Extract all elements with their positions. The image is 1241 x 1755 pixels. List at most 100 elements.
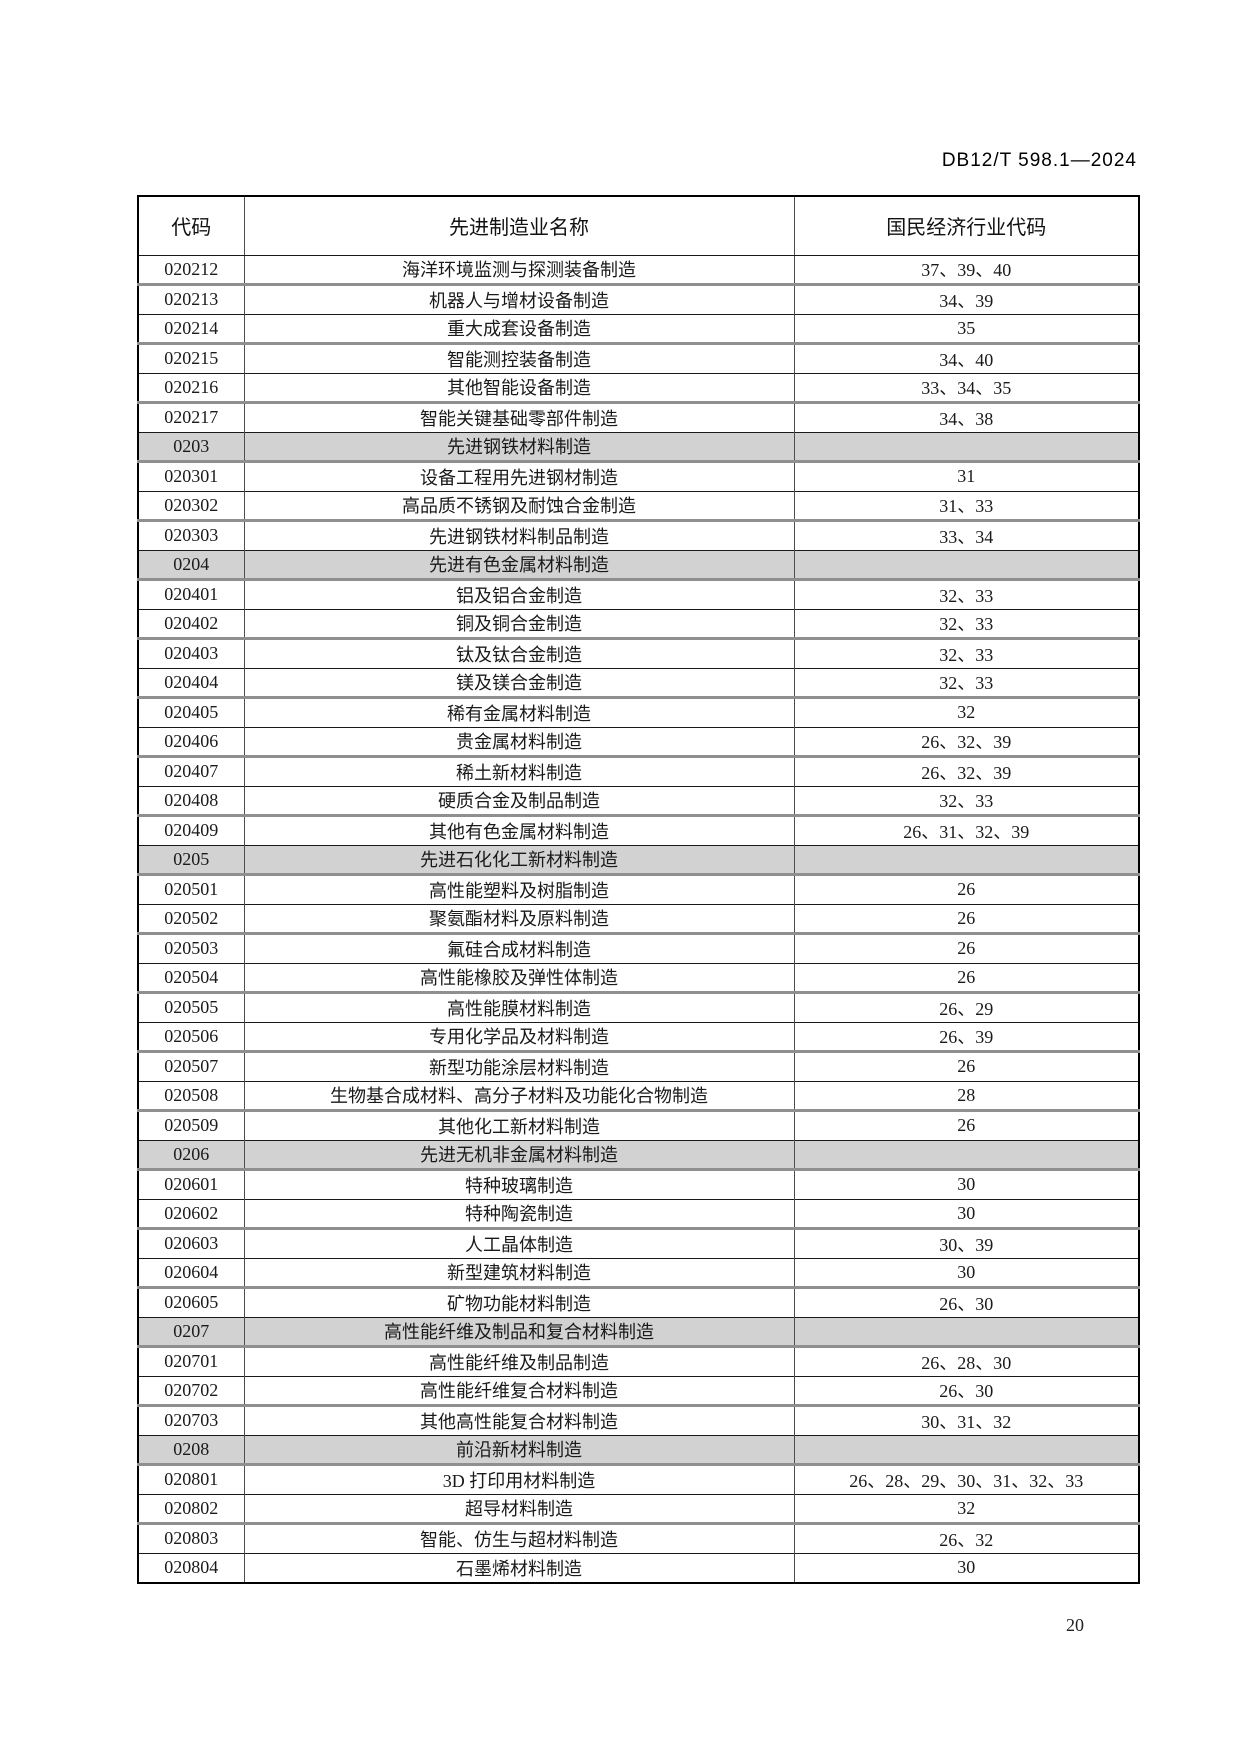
table-row: 020303 先进钢铁材料制品制造 33、34 [138,520,1139,550]
table-row: 020404 镁及镁合金制造 32、33 [138,668,1139,698]
cell-industry-codes [793,432,1139,462]
table-row: 020401 铝及铝合金制造 32、33 [138,579,1139,609]
table-row: 020508 生物基合成材料、高分子材料及功能化合物制造 28 [138,1081,1139,1111]
table-row: 020803 智能、仿生与超材料制造 26、32 [138,1523,1139,1553]
cell-name: 高性能膜材料制造 [243,992,794,1022]
cell-code: 020506 [164,1025,219,1046]
cell-code: 020408 [164,789,219,810]
table-row: 020506 专用化学品及材料制造 26、39 [138,1022,1139,1052]
cell-name: 石墨烯材料制造 [243,1553,794,1583]
cell-code: 020406 [164,730,219,751]
page-number: 20 [1066,1615,1084,1635]
cell-code: 020507 [164,1056,219,1077]
table-row: 020804 石墨烯材料制造 30 [138,1553,1139,1583]
cell-name: 稀土新材料制造 [243,756,794,786]
cell-code: 0208 [138,1435,244,1465]
cell-industry-codes: 30 [793,1199,1139,1229]
cell-industry-codes: 26、32、39 [793,756,1139,786]
cell-name: 高性能纤维及制品制造 [243,1346,794,1376]
col-header-industry-codes: 国民经济行业代码 [793,196,1139,256]
cell-industry-codes: 26、32、39 [793,727,1139,757]
cell-industry-codes: 35 [793,314,1139,344]
table-row: 020602 特种陶瓷制造 30 [138,1199,1139,1229]
cell-industry-codes [793,550,1139,580]
cell-code: 020509 [164,1115,219,1136]
cell-industry-codes: 26、30 [793,1287,1139,1317]
table-row: 020601 特种玻璃制造 30 [138,1169,1139,1199]
cell-name: 智能关键基础零部件制造 [243,402,794,432]
cell-industry-codes: 30 [793,1169,1139,1199]
table-row: 020407 稀土新材料制造 26、32、39 [138,756,1139,786]
table-row: 020405 稀有金属材料制造 32 [138,697,1139,727]
cell-name: 先进无机非金属材料制造 [243,1140,794,1170]
cell-name: 聚氨酯材料及原料制造 [243,904,794,934]
cell-industry-codes: 31 [793,461,1139,491]
cell-name: 超导材料制造 [243,1494,794,1524]
table-row: 020801 3D 打印用材料制造 26、28、29、30、31、32、33 [138,1464,1139,1494]
cell-industry-codes: 26、28、30 [793,1346,1139,1376]
cell-name: 镁及镁合金制造 [243,668,794,698]
cell-code: 020407 [164,761,219,782]
table-row: 020603 人工晶体制造 30、39 [138,1228,1139,1258]
cell-name: 高品质不锈钢及耐蚀合金制造 [243,491,794,521]
cell-name: 硬质合金及制品制造 [243,786,794,816]
cell-name: 海洋环境监测与探测装备制造 [243,255,794,285]
table-row: 020212 海洋环境监测与探测装备制造 37、39、40 [138,255,1139,285]
cell-industry-codes: 26、28、29、30、31、32、33 [793,1464,1139,1494]
cell-industry-codes: 26 [793,1110,1139,1140]
table-row: 020403 钛及钛合金制造 32、33 [138,638,1139,668]
col-header-code: 代码 [138,196,244,256]
cell-code: 020503 [164,938,219,959]
cell-name: 其他有色金属材料制造 [243,815,794,845]
table-row: 020702 高性能纤维复合材料制造 26、30 [138,1376,1139,1406]
cell-industry-codes: 26、39 [793,1022,1139,1052]
cell-name: 先进石化化工新材料制造 [243,845,794,875]
cell-industry-codes: 34、40 [793,343,1139,373]
cell-code: 020403 [164,643,219,664]
industry-code-table: 代码 先进制造业名称 国民经济行业代码 020212 海洋环境监测与探测装备制造 3… [137,195,1140,1584]
cell-industry-codes: 32、33 [793,579,1139,609]
table-row: 020301 设备工程用先进钢材制造 31 [138,461,1139,491]
cell-code: 020504 [164,966,219,987]
cell-industry-codes: 34、38 [793,402,1139,432]
cell-industry-codes [793,1140,1139,1170]
table-row: 020701 高性能纤维及制品制造 26、28、30 [138,1346,1139,1376]
table-row: 020505 高性能膜材料制造 26、29 [138,992,1139,1022]
section-row: 0207 高性能纤维及制品和复合材料制造 [138,1317,1139,1347]
cell-name: 专用化学品及材料制造 [243,1022,794,1052]
section-row: 0203 先进钢铁材料制造 [138,432,1139,462]
table-row: 020302 高品质不锈钢及耐蚀合金制造 31、33 [138,491,1139,521]
cell-code: 020409 [164,820,219,841]
cell-code: 020603 [164,1233,219,1254]
cell-name: 3D 打印用材料制造 [243,1464,794,1494]
table-row: 020406 贵金属材料制造 26、32、39 [138,727,1139,757]
section-row: 0206 先进无机非金属材料制造 [138,1140,1139,1170]
cell-name: 机器人与增材设备制造 [243,284,794,314]
cell-code: 0206 [138,1140,244,1170]
cell-industry-codes: 34、39 [793,284,1139,314]
cell-name: 高性能纤维复合材料制造 [243,1376,794,1406]
cell-code: 020404 [164,671,219,692]
cell-name: 先进有色金属材料制造 [243,550,794,580]
cell-industry-codes [793,1317,1139,1347]
cell-code: 020601 [164,1174,219,1195]
cell-name: 其他智能设备制造 [243,373,794,403]
table-header-row: 代码 先进制造业名称 国民经济行业代码 [138,196,1139,256]
cell-name: 高性能纤维及制品和复合材料制造 [243,1317,794,1347]
section-row: 0205 先进石化化工新材料制造 [138,845,1139,875]
cell-industry-codes: 26、31、32、39 [793,815,1139,845]
cell-code: 020402 [164,612,219,633]
cell-industry-codes: 32 [793,1494,1139,1524]
cell-code: 020505 [164,997,219,1018]
cell-industry-codes: 26、29 [793,992,1139,1022]
table-row: 020503 氟硅合成材料制造 26 [138,933,1139,963]
table-row: 020213 机器人与增材设备制造 34、39 [138,284,1139,314]
cell-code: 020702 [164,1379,219,1400]
cell-industry-codes: 26 [793,963,1139,993]
cell-code: 020604 [164,1261,219,1282]
cell-name: 钛及钛合金制造 [243,638,794,668]
cell-code: 020217 [164,407,219,428]
cell-code: 020216 [164,376,219,397]
cell-industry-codes: 33、34 [793,520,1139,550]
table-row: 020214 重大成套设备制造 35 [138,314,1139,344]
